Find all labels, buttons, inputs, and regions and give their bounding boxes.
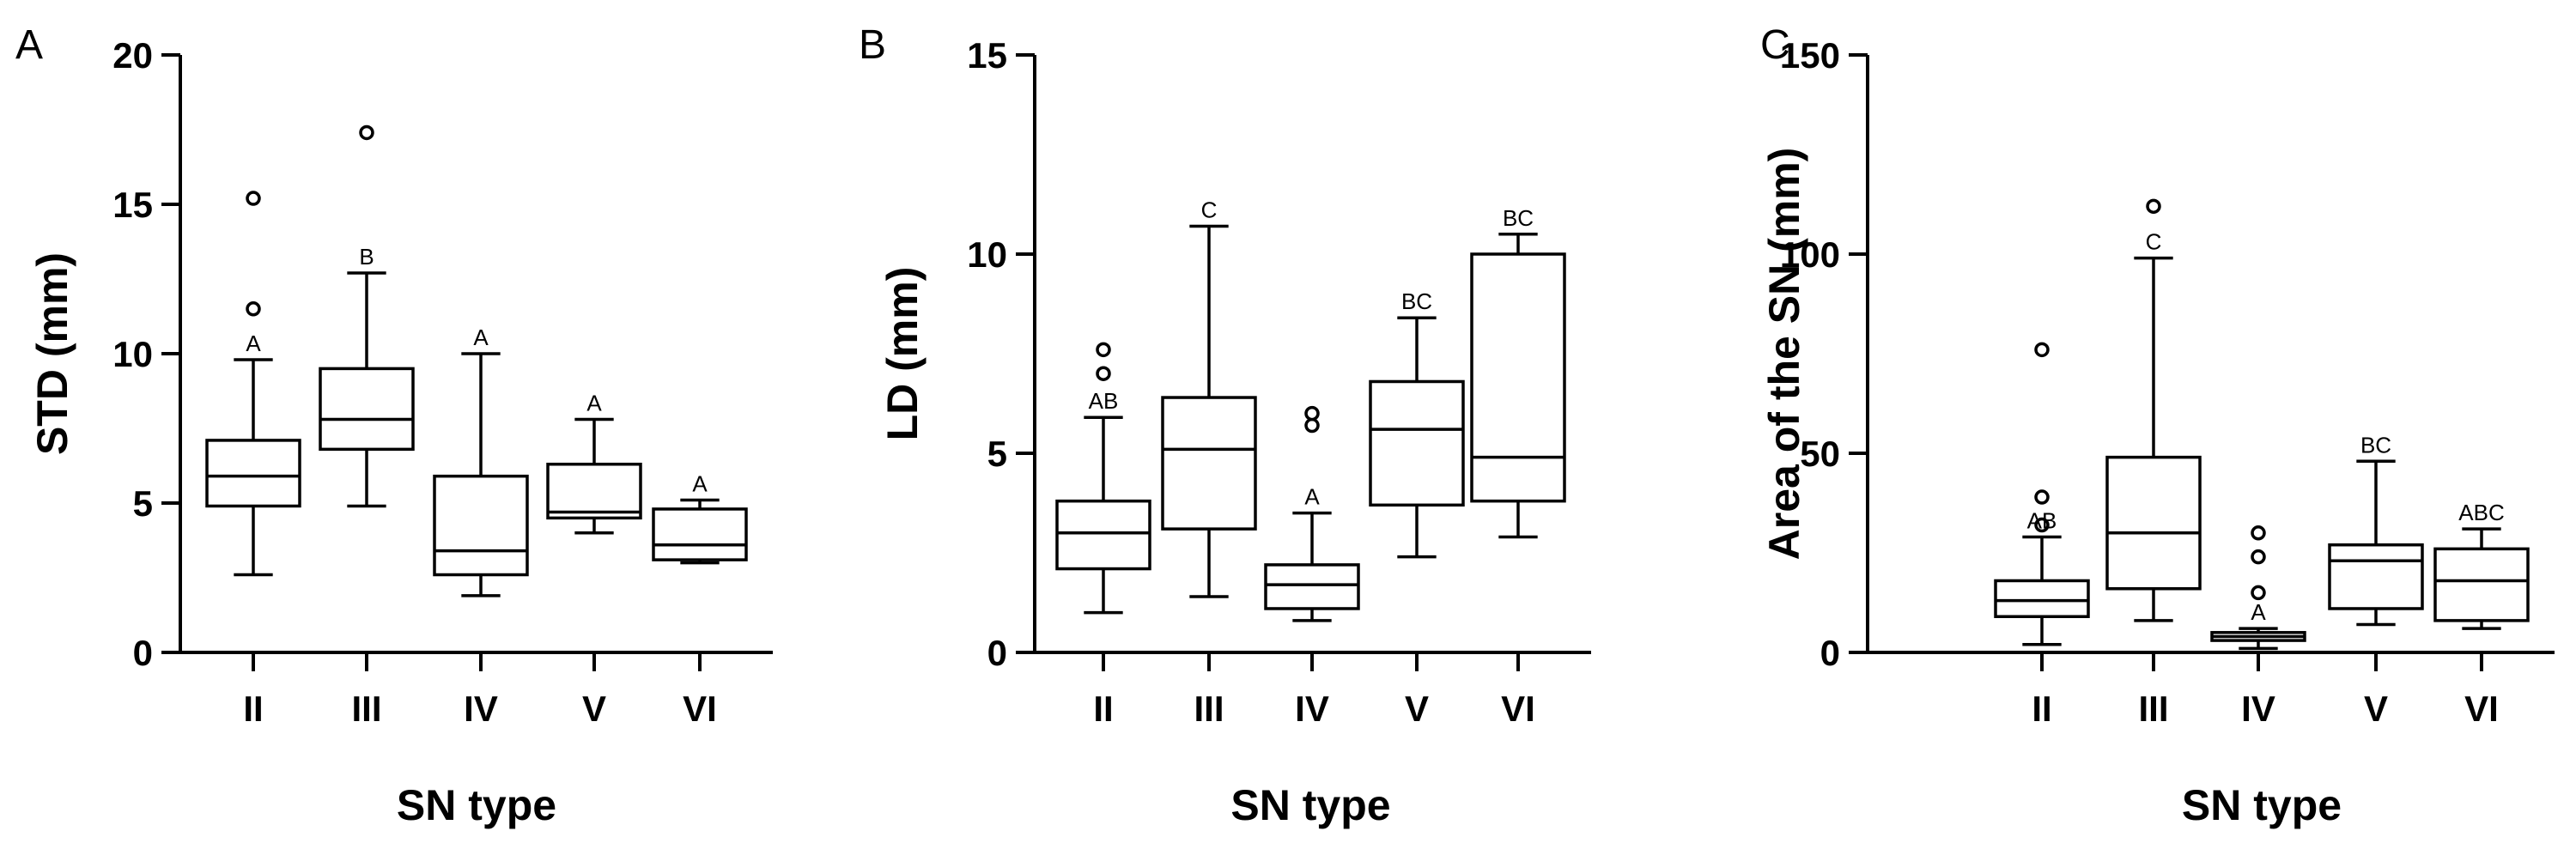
y-tick-label: 15 (112, 185, 153, 225)
x-axis-label: SN type (1230, 781, 1390, 829)
box-v: A (546, 391, 642, 535)
significance-letter: BC (1503, 205, 1534, 231)
outlier-point (1096, 366, 1111, 381)
outlier-point (246, 301, 261, 317)
iqr-box (546, 463, 642, 520)
box-vi: A (652, 471, 748, 565)
outlier-point (2251, 585, 2266, 601)
panel-letter: C (1760, 22, 1790, 68)
significance-letter: A (692, 471, 708, 497)
panel-a: A 0 5 10 15 20 STD (mm) SN type II A III B IV A V A VI A (15, 22, 773, 829)
iqr-box (1994, 579, 2090, 618)
y-tick-label: 10 (112, 334, 153, 374)
box-v: BC (1369, 288, 1465, 559)
x-axis-label: SN type (2182, 781, 2342, 829)
x-tick-label: IV (2241, 688, 2275, 729)
significance-letter: AB (2027, 507, 2057, 533)
iqr-box (433, 474, 529, 577)
outlier-point (2251, 525, 2266, 541)
x-tick-label: VI (2464, 688, 2499, 729)
outlier-point (246, 191, 261, 206)
significance-letter: AB (1089, 388, 1119, 414)
significance-letter: A (246, 331, 261, 356)
outlier-point (1096, 342, 1111, 358)
y-tick-label: 50 (1800, 434, 1840, 474)
x-tick-label: V (582, 688, 606, 729)
outlier-point (2146, 198, 2161, 215)
box-v: BC (2328, 432, 2424, 627)
x-tick-label: II (2032, 688, 2051, 729)
y-axis-label: LD (mm) (878, 267, 927, 441)
y-tick-label: 0 (133, 633, 153, 673)
x-tick-label: IV (1295, 688, 1329, 729)
iqr-box (1161, 396, 1257, 531)
significance-letter: A (2251, 599, 2266, 625)
x-tick-label: IV (464, 688, 498, 729)
outlier-point (1304, 417, 1320, 434)
outlier-point (1304, 405, 1320, 422)
outlier-point (2034, 489, 2050, 505)
box-ii: A (205, 191, 301, 577)
iqr-box (2105, 455, 2202, 591)
x-tick-label: VI (683, 688, 717, 729)
y-tick-label: 0 (987, 633, 1007, 673)
iqr-box (319, 367, 415, 452)
iqr-box (205, 439, 301, 508)
outlier-point (2034, 342, 2050, 358)
iqr-box (2433, 547, 2530, 622)
box-iii: C (1161, 197, 1257, 598)
y-tick-label: 5 (133, 483, 153, 524)
outlier-point (2034, 517, 2050, 533)
panel-letter: A (15, 22, 43, 68)
significance-letter: ABC (2458, 500, 2504, 525)
y-tick-label: 20 (112, 35, 153, 76)
y-tick-label: 15 (967, 35, 1007, 76)
x-axis-label: SN type (397, 781, 556, 829)
iqr-box (1369, 379, 1465, 507)
x-tick-label: II (243, 688, 263, 729)
x-tick-label: III (1194, 688, 1224, 729)
significance-letter: BC (1401, 288, 1432, 314)
y-tick-label: 5 (987, 434, 1007, 474)
x-tick-label: III (2138, 688, 2168, 729)
significance-letter: A (1304, 484, 1320, 510)
significance-letter: A (586, 391, 602, 416)
iqr-box (1055, 499, 1151, 571)
x-tick-label: VI (1501, 688, 1535, 729)
y-tick-label: 10 (967, 234, 1007, 275)
y-tick-label: 0 (1820, 633, 1840, 673)
box-ii: AB (1994, 342, 2090, 646)
box-iv: A (433, 324, 529, 597)
box-ii: AB (1055, 342, 1151, 615)
y-axis-label: Area of the SN (mm) (1760, 148, 1808, 561)
box-iv: A (1264, 405, 1360, 622)
significance-letter: C (2146, 229, 2162, 255)
outlier-point (2251, 549, 2266, 565)
x-tick-label: II (1093, 688, 1113, 729)
iqr-box (652, 507, 748, 561)
box-iii: C (2105, 198, 2202, 622)
significance-letter: A (473, 324, 489, 350)
significance-letter: B (359, 244, 374, 270)
significance-letter: C (1201, 197, 1218, 223)
y-tick-label: 100 (1780, 234, 1840, 275)
iqr-box (1470, 252, 1566, 503)
outlier-point (359, 124, 374, 141)
panel-letter: B (859, 22, 886, 68)
iqr-box (1264, 563, 1360, 610)
box-vi: ABC (2433, 500, 2530, 630)
box-vi: BC (1470, 205, 1566, 539)
box-iii: B (319, 124, 415, 508)
y-axis-label: STD (mm) (28, 252, 76, 455)
x-tick-label: V (1405, 688, 1429, 729)
iqr-box (2328, 543, 2424, 610)
x-tick-label: III (351, 688, 381, 729)
panel-b: B 0 5 10 15 LD (mm) SN type II AB III C IV A V BC VI BC (859, 22, 1591, 829)
x-tick-label: V (2364, 688, 2388, 729)
box-iv: A (2210, 525, 2306, 651)
significance-letter: BC (2360, 432, 2391, 458)
y-tick-label: 150 (1780, 35, 1840, 76)
